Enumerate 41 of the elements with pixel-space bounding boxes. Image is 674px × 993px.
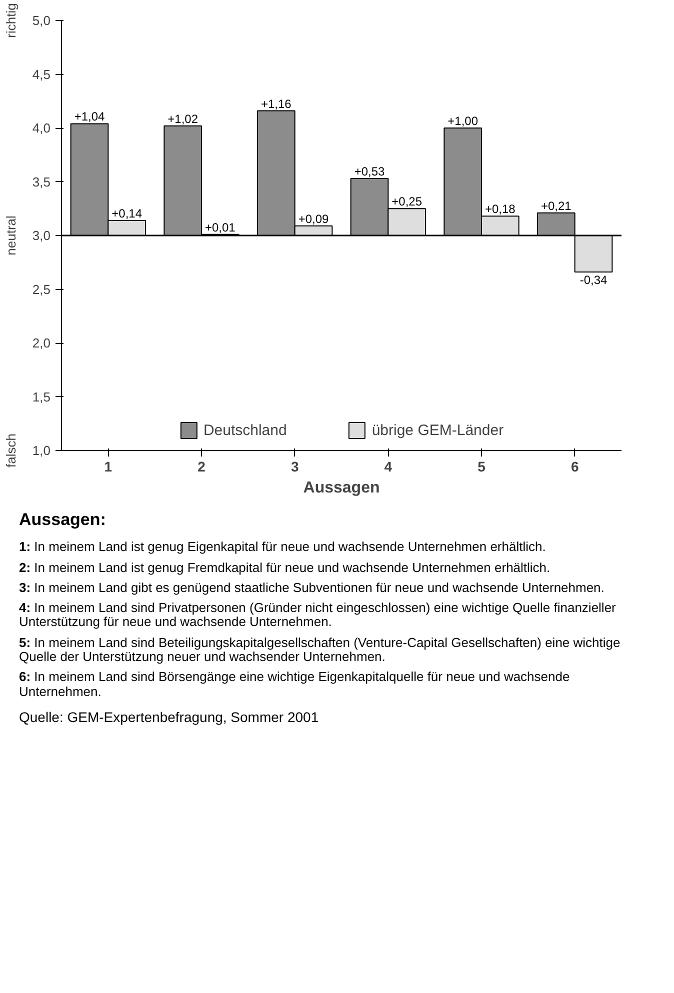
data-label: +1,02 <box>168 112 198 126</box>
data-label: -0,34 <box>580 273 608 288</box>
y-tick-label: 4,0 <box>32 120 51 136</box>
data-label: +0,21 <box>540 198 572 213</box>
text: neutral <box>4 216 18 256</box>
data-label: +0,25 <box>392 194 422 209</box>
x-tick-label: 5 <box>478 458 486 474</box>
data-label: +0,18 <box>484 202 516 216</box>
y-tick-label: 1,5 <box>32 389 51 404</box>
y-tick-label: 2,5 <box>32 282 51 297</box>
text: Aussagen: <box>19 509 107 531</box>
y-tick-label: 3,5 <box>32 174 51 190</box>
x-tick-label: 1 <box>104 458 112 474</box>
text: 1: In meinem Land ist genug Eigenkapital für neue und wachsende Unternehmen erhältlich. <box>19 539 547 555</box>
text: 4: In meinem Land sind Privatpersonen (Gründer nicht eingeschlossen) eine wichtige Quelle finanzieller Unterstützung für neue und wachsende Unternehmen. <box>19 600 617 630</box>
text: 6: In meinem Land sind Börsengänge eine wichtige Eigenkapitalquelle für neue und wachsende Unternehmen. <box>19 669 571 699</box>
text: 3: In meinem Land gibt es genügend staatliche Subventionen für neue und wachsende Unternehmen. <box>19 580 606 596</box>
data-label: +0,09 <box>298 212 330 226</box>
legend-label: Deutschland <box>203 422 287 438</box>
x-tick-label: 6 <box>570 458 579 474</box>
x-tick-label: 2 <box>198 458 206 474</box>
x-tick-label: 4 <box>384 458 392 474</box>
data-label: +0,14 <box>112 206 142 220</box>
source-note: Quelle: GEM-Expertenbefragung, Sommer 2001 <box>19 708 320 727</box>
data-label: +0,01 <box>204 220 236 234</box>
text: 5: In meinem Land sind Beteiligungskapitalgesellschaften (Venture-Capital Gesellschaften) eine wichtige Quelle der Unterstützung neuer und wachsender Unternehmen. <box>19 634 622 664</box>
data-label: +1,16 <box>260 96 292 111</box>
y-tick-label: 2,0 <box>32 336 51 350</box>
text: falsch <box>4 434 18 468</box>
x-tick-label: 3 <box>290 458 299 474</box>
data-label: +1,00 <box>448 114 478 128</box>
legend-label: übrige GEM-Länder <box>372 422 504 438</box>
y-tick-label: 3,0 <box>32 228 51 243</box>
x-axis-title: Aussagen <box>303 480 380 496</box>
y-tick-label: 1,0 <box>32 443 51 458</box>
y-tick-label: 5,0 <box>32 13 51 28</box>
y-tick-label: 4,5 <box>32 66 51 82</box>
text: richtig <box>4 3 18 38</box>
data-label: +1,04 <box>74 110 106 124</box>
text: 2: In meinem Land ist genug Fremdkapital für neue und wachsende Unternehmen erhältlich. <box>19 560 552 575</box>
data-label: +0,53 <box>354 164 386 179</box>
